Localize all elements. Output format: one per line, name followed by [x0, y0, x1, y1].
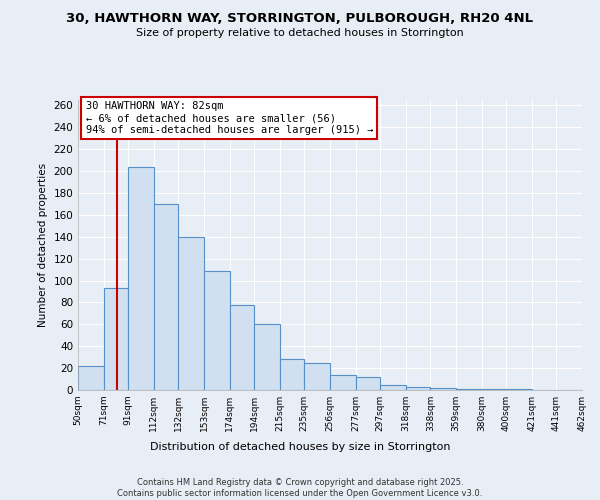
- Text: Size of property relative to detached houses in Storrington: Size of property relative to detached ho…: [136, 28, 464, 38]
- Text: 30, HAWTHORN WAY, STORRINGTON, PULBOROUGH, RH20 4NL: 30, HAWTHORN WAY, STORRINGTON, PULBOROUG…: [67, 12, 533, 26]
- Bar: [406, 386, 430, 390]
- Bar: [230, 304, 254, 390]
- Bar: [356, 377, 380, 390]
- Y-axis label: Number of detached properties: Number of detached properties: [38, 163, 48, 327]
- Bar: [128, 167, 154, 390]
- Bar: [430, 388, 456, 390]
- Bar: [506, 389, 532, 390]
- Bar: [482, 389, 506, 390]
- Bar: [204, 270, 230, 390]
- Bar: [104, 288, 128, 390]
- Text: Distribution of detached houses by size in Storrington: Distribution of detached houses by size …: [150, 442, 450, 452]
- Bar: [380, 384, 406, 390]
- Bar: [456, 389, 482, 390]
- Text: Contains HM Land Registry data © Crown copyright and database right 2025.
Contai: Contains HM Land Registry data © Crown c…: [118, 478, 482, 498]
- Bar: [254, 324, 280, 390]
- Bar: [78, 366, 104, 390]
- Bar: [154, 204, 178, 390]
- Bar: [304, 362, 330, 390]
- Bar: [280, 360, 304, 390]
- Bar: [330, 374, 356, 390]
- Text: 30 HAWTHORN WAY: 82sqm
← 6% of detached houses are smaller (56)
94% of semi-deta: 30 HAWTHORN WAY: 82sqm ← 6% of detached …: [86, 102, 373, 134]
- Bar: [178, 237, 204, 390]
